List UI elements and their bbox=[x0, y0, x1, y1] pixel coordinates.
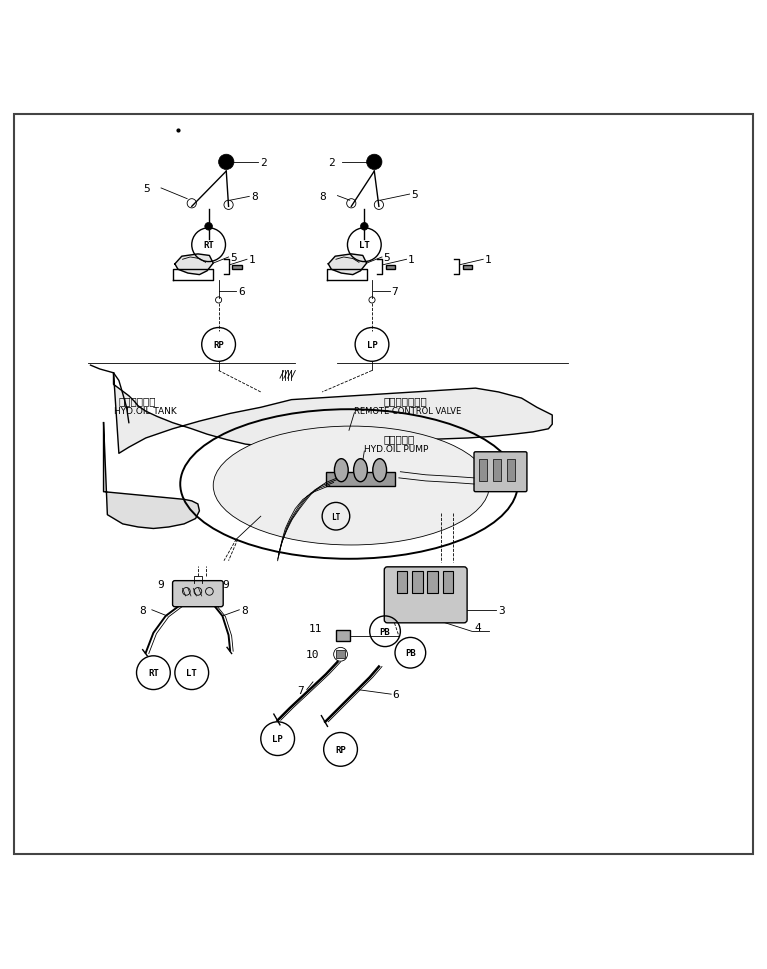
Bar bbox=[427, 572, 438, 593]
Text: LP: LP bbox=[367, 340, 377, 350]
Bar bbox=[336, 631, 350, 641]
Text: 5: 5 bbox=[384, 253, 390, 263]
Text: 7: 7 bbox=[297, 685, 304, 695]
Text: 9: 9 bbox=[157, 579, 164, 589]
Text: 8: 8 bbox=[241, 606, 248, 615]
Text: LT: LT bbox=[186, 669, 197, 677]
Circle shape bbox=[360, 223, 368, 231]
Text: 5: 5 bbox=[411, 190, 418, 200]
Text: 1: 1 bbox=[408, 255, 415, 265]
Text: 1: 1 bbox=[485, 255, 492, 265]
Text: HYD.OIL TANK: HYD.OIL TANK bbox=[114, 407, 176, 416]
Bar bbox=[386, 266, 395, 270]
Bar bbox=[412, 572, 423, 593]
Text: 2: 2 bbox=[260, 158, 267, 168]
Text: 11: 11 bbox=[308, 624, 322, 634]
FancyBboxPatch shape bbox=[474, 453, 527, 492]
Text: PB: PB bbox=[405, 648, 416, 658]
Text: LP: LP bbox=[272, 735, 283, 743]
Text: リモコンバルブ: リモコンバルブ bbox=[384, 395, 427, 405]
Text: RT: RT bbox=[203, 241, 214, 250]
Circle shape bbox=[367, 155, 382, 171]
Text: RP: RP bbox=[213, 340, 224, 350]
Text: 7: 7 bbox=[391, 287, 398, 297]
Bar bbox=[336, 651, 345, 658]
Circle shape bbox=[219, 155, 234, 171]
Text: HYD.OIL PUMP: HYD.OIL PUMP bbox=[364, 445, 429, 453]
Text: RP: RP bbox=[335, 745, 346, 754]
Polygon shape bbox=[175, 255, 213, 275]
Text: 8: 8 bbox=[251, 192, 258, 203]
Text: 8: 8 bbox=[139, 606, 146, 615]
Text: 8: 8 bbox=[319, 192, 326, 202]
Text: 9: 9 bbox=[222, 579, 229, 589]
Ellipse shape bbox=[334, 459, 348, 483]
Text: RT: RT bbox=[148, 669, 159, 677]
Bar bbox=[443, 572, 453, 593]
Circle shape bbox=[205, 223, 212, 231]
Ellipse shape bbox=[354, 459, 367, 483]
Bar bbox=[232, 266, 242, 270]
Bar bbox=[463, 266, 472, 270]
Polygon shape bbox=[114, 373, 552, 453]
Text: 2: 2 bbox=[328, 158, 334, 168]
Text: 10: 10 bbox=[305, 649, 319, 660]
Bar bbox=[493, 460, 501, 482]
Polygon shape bbox=[328, 255, 367, 275]
Text: LT: LT bbox=[331, 513, 341, 521]
Bar bbox=[479, 460, 487, 482]
Text: 1: 1 bbox=[249, 255, 255, 265]
FancyBboxPatch shape bbox=[173, 581, 223, 608]
Text: 作動油タンク: 作動油タンク bbox=[119, 396, 156, 406]
Text: PB: PB bbox=[380, 627, 390, 636]
Polygon shape bbox=[104, 423, 199, 529]
Text: LT: LT bbox=[359, 241, 370, 250]
Text: 5: 5 bbox=[230, 253, 237, 263]
Bar bbox=[397, 572, 407, 593]
Text: REMOTE CONTROL VALVE: REMOTE CONTROL VALVE bbox=[354, 406, 462, 416]
Text: 4: 4 bbox=[475, 623, 482, 633]
Text: 5: 5 bbox=[143, 184, 150, 194]
FancyBboxPatch shape bbox=[384, 567, 467, 623]
Text: 3: 3 bbox=[498, 606, 505, 615]
Bar bbox=[507, 460, 515, 482]
Bar bbox=[326, 472, 395, 486]
Ellipse shape bbox=[213, 426, 489, 546]
Ellipse shape bbox=[373, 459, 387, 483]
Text: 油圧ポンプ: 油圧ポンプ bbox=[384, 433, 415, 444]
Text: 6: 6 bbox=[393, 690, 400, 700]
Text: 6: 6 bbox=[238, 287, 245, 297]
